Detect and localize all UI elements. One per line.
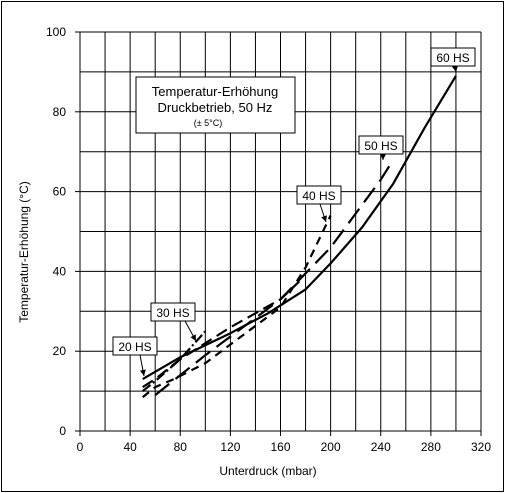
annotation-label: 40 HS xyxy=(302,189,335,203)
annotation-arrowhead xyxy=(139,369,146,376)
x-tick-label: 0 xyxy=(77,440,84,454)
tick-labels: 0 40 80 120 160 200 240 280 320 0 20 40 60 80 100 xyxy=(46,25,491,454)
annotation-label: 50 HS xyxy=(364,139,397,153)
title-box: Temperatur-Erhöhung Druckbetrieb, 50 Hz … xyxy=(135,76,296,134)
annotation-50-hs: 50 HS xyxy=(358,135,404,160)
plot-area xyxy=(142,75,457,398)
annotation-label: 60 HS xyxy=(436,51,469,65)
title-box-border xyxy=(135,76,296,134)
series-line-20-hs xyxy=(142,215,332,398)
x-tick-label: 200 xyxy=(321,440,341,454)
annotation-box xyxy=(112,336,158,356)
annotation-arrowhead xyxy=(190,334,196,341)
x-tick-label: 40 xyxy=(123,440,137,454)
x-tick-label: 320 xyxy=(471,440,491,454)
y-axis-label: Temperatur-Erhöhung (°C) xyxy=(17,181,31,323)
y-tick-label: 0 xyxy=(59,424,66,438)
annotation-30-hs: 30 HS xyxy=(150,302,197,342)
chart-title: Temperatur-Erhöhung xyxy=(152,84,278,99)
annotation-arrowhead xyxy=(321,215,327,222)
series-line-30-hs xyxy=(142,330,207,392)
x-tick-label: 240 xyxy=(371,440,391,454)
y-tick-label: 100 xyxy=(46,25,66,39)
chart-subtitle: Druckbetrieb, 50 Hz xyxy=(158,100,273,115)
y-tick-label: 20 xyxy=(53,344,67,358)
annotation-box xyxy=(430,47,476,67)
annotation-box xyxy=(358,135,404,155)
x-tick-label: 120 xyxy=(220,440,240,454)
chart-tolerance-note: (± 5°C) xyxy=(194,118,223,128)
y-tick-label: 60 xyxy=(53,185,67,199)
annotation-label: 20 HS xyxy=(118,340,151,354)
x-axis-label: Unterdruck (mbar) xyxy=(219,464,316,478)
annotation-box xyxy=(296,185,342,205)
annotation-60-hs: 60 HS xyxy=(430,47,476,73)
x-tick-label: 80 xyxy=(174,440,188,454)
annotation-20-hs: 20 HS xyxy=(112,336,158,377)
annotation-arrowhead xyxy=(452,65,458,72)
annotation-box xyxy=(150,302,196,322)
y-tick-label: 40 xyxy=(53,264,67,278)
annotation-label: 30 HS xyxy=(156,306,189,320)
x-tick-label: 160 xyxy=(270,440,290,454)
annotation-40-hs: 40 HS xyxy=(296,185,342,223)
series-line-40-hs xyxy=(142,280,301,389)
y-tick-label: 80 xyxy=(53,105,67,119)
annotation-arrowhead xyxy=(380,154,386,160)
series-annotations: 20 HS 30 HS 40 HS 50 HS 60 HS xyxy=(112,47,476,377)
series-line-60-hs xyxy=(142,75,457,381)
series-line-50-hs xyxy=(154,163,392,396)
x-tick-label: 280 xyxy=(421,440,441,454)
